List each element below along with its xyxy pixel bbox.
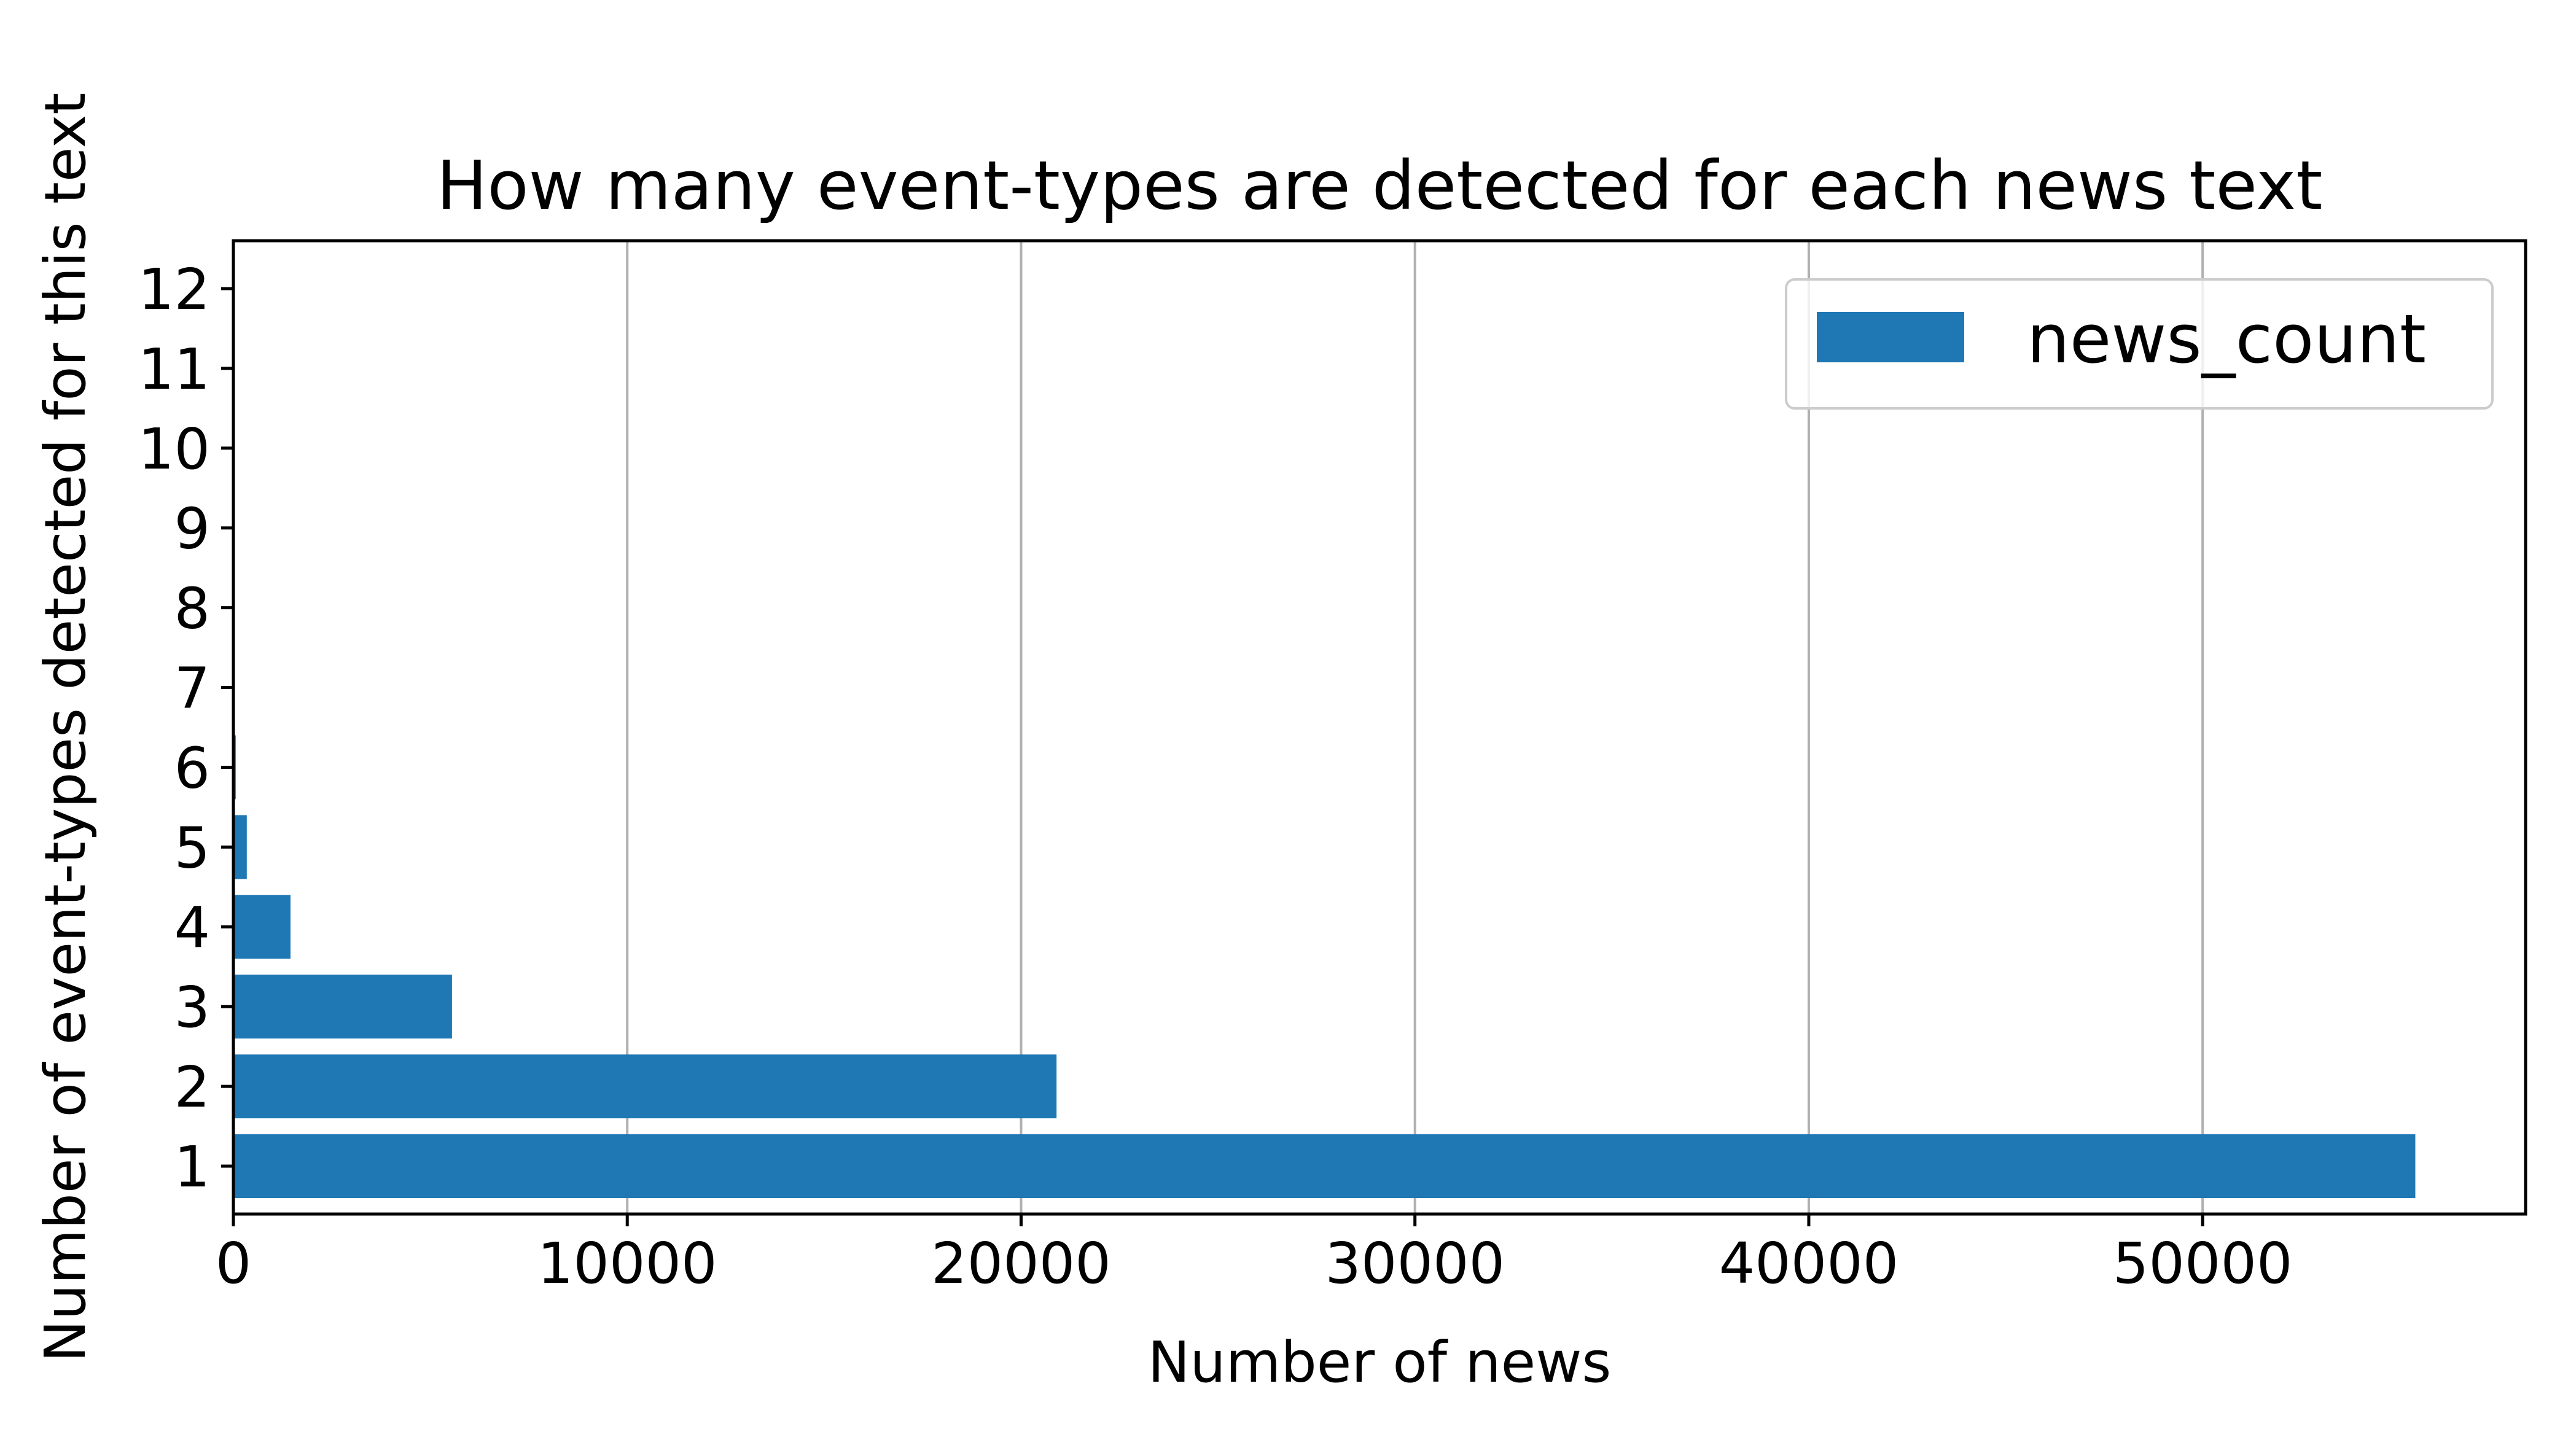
- y-tick-label: 5: [174, 815, 210, 881]
- bar-5: [233, 815, 247, 879]
- x-tick-label: 50000: [2113, 1231, 2293, 1296]
- y-tick-label: 11: [138, 337, 210, 402]
- bar-3: [233, 975, 452, 1039]
- x-tick-label: 20000: [931, 1231, 1111, 1296]
- y-tick-label: 1: [174, 1134, 210, 1200]
- bar-4: [233, 895, 291, 959]
- legend-label-news-count: news_count: [2027, 300, 2426, 378]
- plot-frame: [232, 239, 2527, 1216]
- legend-box: [1785, 278, 2494, 410]
- chart-title: How many event-types are detected for ea…: [437, 146, 2323, 225]
- y-tick-label: 4: [174, 895, 210, 960]
- y-tick-label: 9: [174, 496, 210, 562]
- y-tick-label: 3: [174, 975, 210, 1040]
- bar-1: [233, 1134, 2416, 1199]
- legend-swatch: [1817, 312, 1964, 362]
- x-tick-label: 40000: [1719, 1231, 1899, 1296]
- x-axis-ticks: 0 10000 20000 30000 40000 50000: [216, 1214, 2293, 1296]
- y-tick-label: 7: [174, 656, 210, 722]
- legend: news_count: [1785, 278, 2494, 410]
- y-tick-label: 10: [138, 416, 210, 482]
- x-axis-label: Number of news: [1148, 1329, 1612, 1395]
- y-tick-label: 6: [174, 735, 210, 801]
- bar-2: [233, 1054, 1057, 1119]
- x-tick-label: 30000: [1325, 1231, 1505, 1296]
- y-axis-label: Number of event-types detected for this …: [33, 93, 98, 1363]
- y-tick-label: 8: [174, 576, 210, 642]
- y-tick-label: 12: [138, 257, 210, 322]
- x-tick-label: 0: [216, 1231, 252, 1296]
- x-tick-label: 10000: [537, 1231, 717, 1296]
- y-tick-label: 2: [174, 1054, 210, 1120]
- bar-layer: [233, 735, 2416, 1199]
